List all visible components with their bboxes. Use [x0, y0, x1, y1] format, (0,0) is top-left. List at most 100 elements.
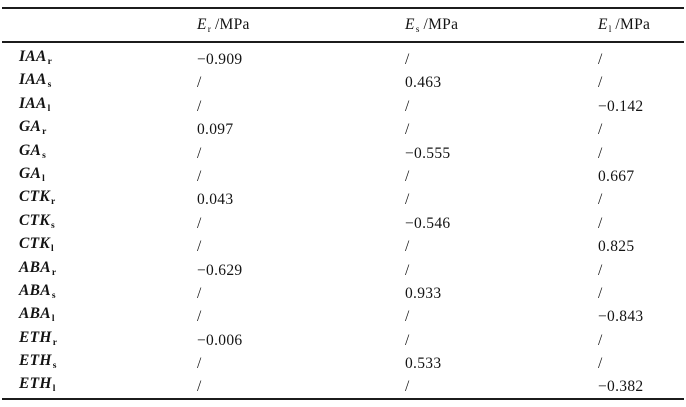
cell-value: −0.142 [598, 97, 644, 115]
column-header-el: El/MPa [598, 9, 686, 46]
row-label: ETHl [19, 372, 197, 401]
table-row: IAAl / / −0.142 [0, 92, 686, 115]
row-label-base: IAA [19, 94, 47, 112]
cell-value: −0.555 [405, 144, 451, 162]
cell-value: / [197, 355, 202, 373]
table-row: ABAs / 0.933 / [0, 279, 686, 302]
row-label-base: IAA [19, 48, 47, 65]
table-row: IAAs / 0.463 / [0, 68, 686, 91]
row-label: ETHs [19, 349, 197, 378]
cell-value: / [197, 144, 202, 162]
cell-value: / [405, 97, 410, 115]
cell-value: −0.843 [598, 308, 644, 326]
row-label-base: CTK [19, 211, 51, 229]
table-row: CTKr 0.043 / / [0, 185, 686, 208]
cell-value: / [197, 74, 202, 92]
row-label-subscript: r [47, 57, 52, 67]
cell-value: −0.629 [197, 261, 243, 279]
cell-value: / [598, 331, 603, 349]
cell-value: / [598, 51, 603, 68]
row-label-subscript: r [51, 267, 57, 278]
cell-value: 0.043 [197, 191, 234, 209]
table-body: IAAr −0.909// IAAs/0.463/IAAl / / −0.142 GAr 0.… [0, 45, 686, 396]
cell-value: / [598, 261, 603, 279]
column-header-subscript: s [415, 25, 420, 35]
cell-value: / [405, 238, 410, 256]
row-label-base: ABA [19, 281, 51, 299]
row-label-base: ETH [19, 328, 52, 346]
row-label-subscript: s [42, 150, 46, 161]
table-top-rule [2, 7, 684, 9]
row-label-base: CTK [19, 188, 51, 206]
column-header-subscript: r [207, 25, 211, 35]
column-header-symbol: E [197, 16, 207, 33]
row-label-subscript: r [52, 337, 57, 348]
column-header-symbol: E [405, 16, 415, 33]
row-label-base: GA [19, 141, 42, 159]
row-label: GAs [19, 139, 197, 168]
row-label-subscript: l [51, 314, 55, 325]
cell-value: 0.097 [197, 121, 234, 139]
cell-value: / [598, 74, 603, 92]
cell-value: −0.006 [197, 331, 243, 349]
row-label: GAr [19, 115, 197, 144]
cell-value: −0.546 [405, 214, 451, 232]
cell-value: 0.463 [405, 74, 442, 92]
row-label-subscript: l [52, 384, 56, 395]
row-label-base: CTK [19, 235, 51, 253]
row-label-base: GA [19, 164, 42, 182]
table-row: ETHl / / −0.382 [0, 372, 686, 395]
row-label: ABAl [19, 302, 197, 331]
cell-value: 0.667 [598, 167, 635, 185]
row-label-subscript: s [51, 290, 56, 301]
table-bottom-rule [2, 398, 684, 400]
cell-value: / [598, 121, 603, 139]
cell-value: 0.825 [598, 238, 635, 256]
cell-value: / [197, 97, 202, 115]
cell-value: / [405, 378, 410, 396]
row-label-subscript: s [51, 220, 55, 231]
column-header-unit: /MPa [615, 16, 651, 33]
cell-value: 0.933 [405, 284, 442, 302]
row-label-subscript: s [52, 361, 57, 372]
cell-value: −0.909 [197, 51, 243, 68]
cell-value: / [405, 121, 410, 139]
row-label-base: GA [19, 118, 42, 136]
row-label: CTKs [19, 209, 197, 238]
cell-value: 0.533 [405, 355, 442, 373]
cell-value: / [405, 331, 410, 349]
row-label: ABAs [19, 279, 197, 308]
row-label-subscript: l [42, 173, 45, 184]
table-row: ABAl / / −0.843 [0, 302, 686, 325]
table-header-row: Er/MPa Es/MPa El/MPa [0, 9, 686, 41]
cell-value: / [598, 191, 603, 209]
cell-value: / [598, 284, 603, 302]
row-label: IAAr [19, 45, 197, 74]
cell-value: −0.382 [598, 378, 644, 396]
table-row: IAAr −0.909 / / [0, 45, 686, 68]
cell-value: / [405, 191, 410, 209]
row-label: IAAs [19, 68, 197, 97]
row-label-subscript: s [47, 80, 52, 91]
row-label: IAAl [19, 92, 197, 121]
cell-value: / [405, 308, 410, 326]
cell-value: / [197, 308, 202, 326]
table-row: GAs / −0.555 / [0, 139, 686, 162]
row-label-subscript: r [42, 127, 47, 138]
cell-value: / [197, 378, 202, 396]
row-label-base: ETH [19, 352, 52, 370]
row-label-subscript: l [47, 103, 51, 114]
row-label: CTKr [19, 185, 197, 214]
row-label: ABAr [19, 256, 197, 285]
row-label: CTKl [19, 232, 197, 261]
column-header-unit: /MPa [423, 16, 459, 33]
cell-value: / [405, 51, 410, 68]
table-row: ABAr −0.629 / / [0, 256, 686, 279]
table-row: GAr 0.097 / / [0, 115, 686, 138]
column-header-symbol: E [598, 16, 608, 33]
table-row: CTKl / / 0.825 [0, 232, 686, 255]
table-row: ETHs / 0.533 / [0, 349, 686, 372]
column-header-unit: /MPa [214, 16, 250, 33]
row-label: GAl [19, 162, 197, 191]
cell-value: / [598, 144, 603, 162]
